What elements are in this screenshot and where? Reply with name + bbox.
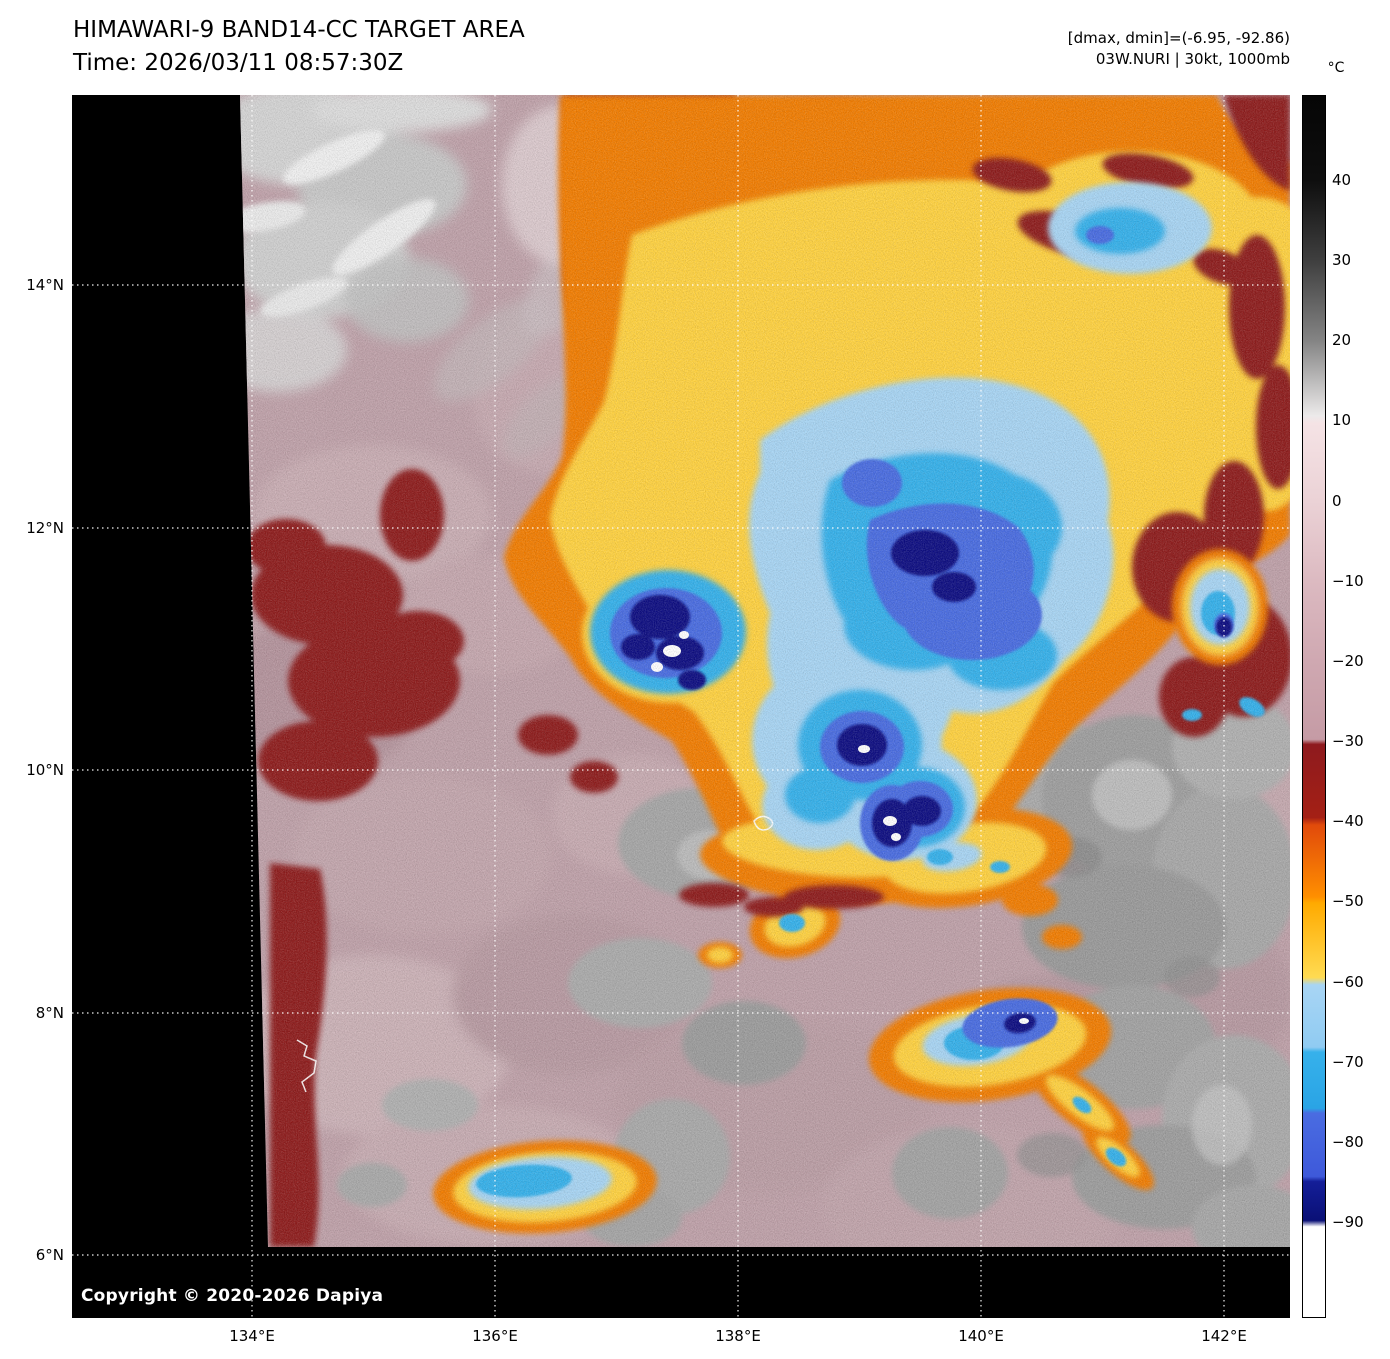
colorbar-unit-label: °C <box>1327 60 1345 76</box>
map-plot-area: Copyright © 2020-2026 Dapiya <box>72 95 1290 1318</box>
copyright-text: Copyright © 2020-2026 Dapiya <box>81 1286 384 1306</box>
colorbar-tick-label: 0 <box>1332 491 1342 510</box>
title-block: HIMAWARI-9 BAND14-CC TARGET AREA Time: 2… <box>73 14 525 80</box>
lon-tick-label: 136°E <box>472 1327 518 1345</box>
lon-tick-label: 138°E <box>715 1327 761 1345</box>
colorbar-tick-label: 20 <box>1332 331 1352 350</box>
annotation-block: [dmax, dmin]=(-6.95, -92.86) 03W.NURI | … <box>1068 28 1290 70</box>
colorbar-tick-label: −10 <box>1332 571 1364 590</box>
colorbar-ticks: 40 30 20 10 0 −10 −20 −30 −40 −50 −60 −70 −80 −90 <box>1332 0 1388 1359</box>
lat-tick-label: 10°N <box>26 761 64 779</box>
colorbar-tick-label: −50 <box>1332 892 1364 911</box>
colorbar-tick-label: 10 <box>1332 411 1352 430</box>
lon-tick-label: 140°E <box>958 1327 1004 1345</box>
satellite-imagery <box>72 95 1290 1318</box>
storm-info-annotation: 03W.NURI | 30kt, 1000mb <box>1095 50 1290 68</box>
lat-tick-label: 14°N <box>26 276 64 294</box>
figure-title: HIMAWARI-9 BAND14-CC TARGET AREA <box>73 17 525 43</box>
lat-tick-label: 8°N <box>35 1004 64 1022</box>
lat-tick-label: 12°N <box>26 519 64 537</box>
dmax-dmin-annotation: [dmax, dmin]=(-6.95, -92.86) <box>1067 29 1290 47</box>
data-swath <box>240 95 1290 1247</box>
graticule-gridlines <box>72 95 1290 1318</box>
colorbar-tick-label: −70 <box>1332 1052 1364 1071</box>
figure-time: Time: 2026/03/11 08:57:30Z <box>73 50 404 76</box>
colorbar-tick-label: −60 <box>1332 972 1364 991</box>
colorbar-tick-label: 40 <box>1332 171 1352 189</box>
colorbar-tick-label: −40 <box>1332 812 1364 831</box>
colorbar-tick-label: −80 <box>1332 1132 1364 1151</box>
lat-tick-label: 6°N <box>35 1246 64 1264</box>
colorbar-tick-label: −30 <box>1332 732 1364 751</box>
lon-tick-label: 142°E <box>1201 1327 1247 1345</box>
colorbar-tick-label: 30 <box>1332 251 1352 270</box>
colorbar-gradient <box>1302 95 1326 1318</box>
lon-tick-label: 134°E <box>229 1327 275 1345</box>
colorbar-tick-label: −20 <box>1332 651 1364 670</box>
colorbar-tick-label: −90 <box>1332 1212 1364 1231</box>
